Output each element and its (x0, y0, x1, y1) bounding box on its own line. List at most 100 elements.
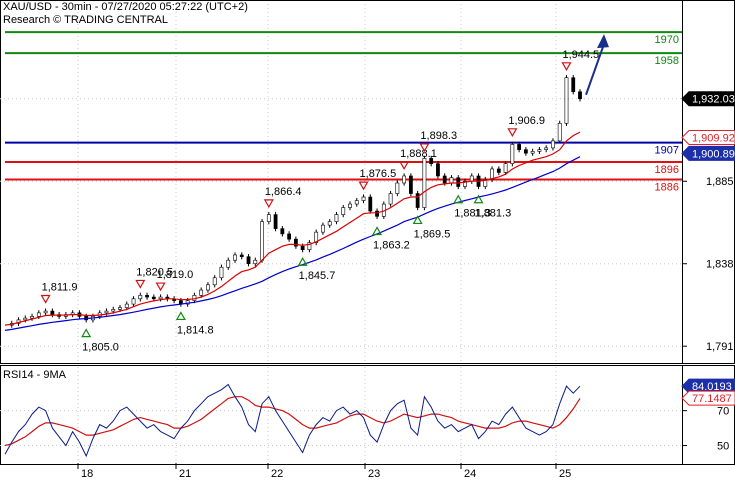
x-tick-label: 22 (271, 468, 283, 480)
candle-body (415, 193, 420, 208)
swing-low-marker (372, 226, 383, 236)
candle-body (138, 295, 143, 300)
candle-body (151, 296, 156, 300)
candle-body (266, 214, 271, 222)
candle-body (233, 254, 237, 261)
swing-high-marker (561, 62, 572, 72)
candle-body (496, 168, 501, 173)
candle-body (483, 179, 488, 187)
candle-body (544, 147, 549, 150)
swing-low-marker (297, 257, 308, 266)
x-tick-label: 24 (464, 468, 476, 480)
swing-low-marker (175, 311, 186, 321)
candle-body (239, 254, 244, 258)
moving-average-fast (4, 131, 581, 326)
candle-body (578, 91, 582, 100)
y-tick-label: 1,791 (706, 341, 734, 353)
y-tick-label: 1,885 (706, 176, 734, 188)
candle-body (368, 196, 373, 212)
candle-body (551, 140, 555, 149)
candle-body (469, 175, 474, 182)
swing-high-marker (507, 128, 518, 138)
swing-low-label: 1,814.8 (177, 324, 214, 336)
projection-arrow (585, 34, 609, 96)
swing-low-marker (412, 215, 423, 225)
candle-body (449, 177, 454, 184)
rsi-tick-label: 50 (717, 441, 729, 453)
candle-body (327, 221, 332, 226)
candle-body (564, 77, 569, 124)
candle-body (314, 231, 319, 243)
candle-body (246, 256, 251, 265)
swing-low-marker (453, 194, 464, 204)
candle-body (273, 214, 278, 229)
candle-body (422, 158, 427, 208)
candle-body (375, 210, 379, 217)
candle-body (23, 317, 28, 321)
candle-body (30, 316, 34, 319)
candle-body (530, 151, 535, 154)
candle-body (490, 168, 494, 180)
candle-body (341, 207, 346, 215)
swing-low-marker (473, 194, 484, 204)
moving-average-slow (4, 156, 581, 331)
candle-body (124, 303, 129, 308)
candle-body (442, 175, 447, 184)
swing-low-label: 1,881.3 (475, 208, 512, 220)
x-tick-label: 18 (81, 468, 93, 480)
candle-body (537, 149, 542, 152)
candle-body (402, 175, 407, 184)
candle-body (571, 77, 576, 93)
rsi-tag-shape (681, 390, 735, 406)
x-tick-label: 25 (559, 468, 571, 480)
candle-body (50, 310, 55, 315)
candle-body (307, 242, 312, 250)
swing-low-label: 1,869.5 (414, 228, 451, 240)
candle-body (36, 312, 41, 317)
swing-high-marker (358, 181, 369, 191)
candle-body (280, 228, 285, 235)
price-tag-label: 1,909.92 (692, 133, 735, 145)
candle-body (463, 180, 467, 187)
swing-low-label: 1,881.3 (454, 208, 491, 220)
arrow-shaft (585, 43, 605, 96)
candle-body (287, 233, 292, 240)
candle-body (436, 163, 440, 177)
chart-title: XAU/USD - 30min - 07/27/2020 05:27:22 (U… (3, 1, 248, 13)
swing-high-label: 1,876.5 (360, 168, 397, 180)
candle-body (300, 245, 305, 250)
rsi-panel-frame (0, 365, 735, 465)
arrow-head (597, 34, 609, 49)
candle-body (206, 284, 210, 291)
research-credit: Research © TRADING CENTRAL (3, 14, 168, 26)
candle-body (517, 144, 522, 150)
x-tick-label: 23 (368, 468, 380, 480)
candle-body (388, 193, 393, 205)
candle-body (395, 182, 400, 194)
levels: 1970 1958 1907 1896 1886 (5, 31, 682, 193)
swing-high-marker (419, 143, 430, 153)
swing-high-marker (155, 282, 166, 292)
rsi-tag-label: 77.1487 (692, 393, 732, 405)
candle-body (212, 277, 217, 286)
swing-high-marker (399, 161, 410, 171)
rsi-tag-label: 84.0193 (692, 381, 732, 393)
swing-high-label: 1,888.1 (400, 148, 437, 160)
swing-high-label: 1,819.0 (157, 269, 194, 281)
price-tag-label: 1,932.03 (692, 94, 735, 106)
swing-high-label: 1,944.5 (562, 49, 599, 61)
swing-high-label: 1,866.4 (265, 186, 302, 198)
price-tag-label: 1,900.89 (692, 148, 735, 160)
candle-body (557, 123, 562, 142)
candle-body (408, 175, 413, 194)
swing-low-label: 1,845.7 (299, 270, 336, 282)
candle-body (226, 259, 231, 268)
level-label: 1886 (655, 181, 679, 193)
candle-body (321, 224, 325, 233)
candle-body (260, 221, 264, 261)
level-label: 1970 (655, 34, 679, 46)
candle-body (253, 259, 258, 265)
level-label: 1958 (655, 55, 679, 67)
